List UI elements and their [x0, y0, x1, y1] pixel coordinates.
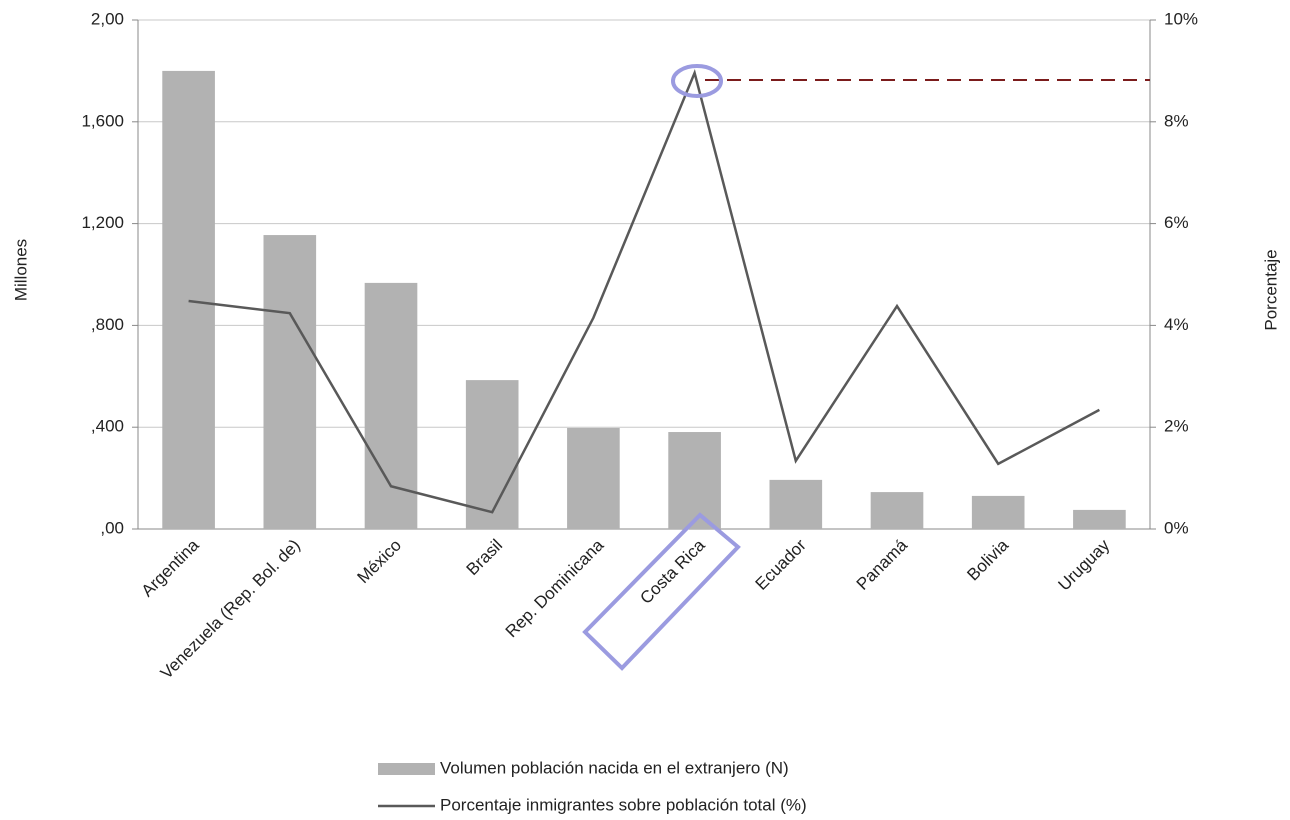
x-tick-label: Panamá [853, 535, 912, 594]
bar [162, 70, 215, 530]
bar [263, 235, 317, 530]
y2-tick-label: 0% [1164, 518, 1189, 537]
y-tick-label: 1,200 [81, 213, 124, 232]
line [188, 69, 1100, 514]
y2-tick-label: 6% [1164, 213, 1189, 232]
annotation-circle [671, 64, 723, 98]
legend-label: Porcentaje inmigrantes sobre población t… [440, 795, 807, 814]
x-tick-label: Brasil [463, 536, 506, 579]
y2-tick-label: 10% [1164, 9, 1198, 28]
y-tick-label: 1,600 [81, 111, 124, 130]
bar [971, 495, 1025, 529]
legend-label: Volumen población nacida en el extranjer… [440, 758, 789, 777]
y-tick-label: 2,00 [91, 9, 124, 28]
y2-axis-label: Porcentaje [1261, 249, 1280, 330]
x-tick-label: México [353, 536, 405, 588]
y-axis-label: Millones [11, 239, 30, 301]
marks [162, 69, 1126, 530]
x-tick-label: Ecuador [752, 535, 810, 593]
bar [364, 282, 418, 529]
y-tick-label: ,800 [91, 315, 124, 334]
bar [668, 432, 721, 529]
y2-tick-label: 8% [1164, 111, 1189, 130]
bar [1073, 509, 1126, 529]
x-tick-label: Argentina [138, 535, 203, 600]
y2-tick-label: 4% [1164, 315, 1189, 334]
bar [769, 479, 823, 529]
x-tick-label: Bolivia [963, 535, 1012, 584]
legend-swatch [378, 763, 435, 775]
y-tick-label: ,00 [100, 518, 124, 537]
bar [870, 492, 924, 529]
bar [567, 427, 620, 529]
x-tick-label: Uruguay [1055, 535, 1114, 594]
bar [465, 380, 519, 529]
y2-tick-label: 2% [1164, 417, 1189, 436]
annotation-box [582, 512, 741, 671]
y-tick-label: ,400 [91, 417, 124, 436]
